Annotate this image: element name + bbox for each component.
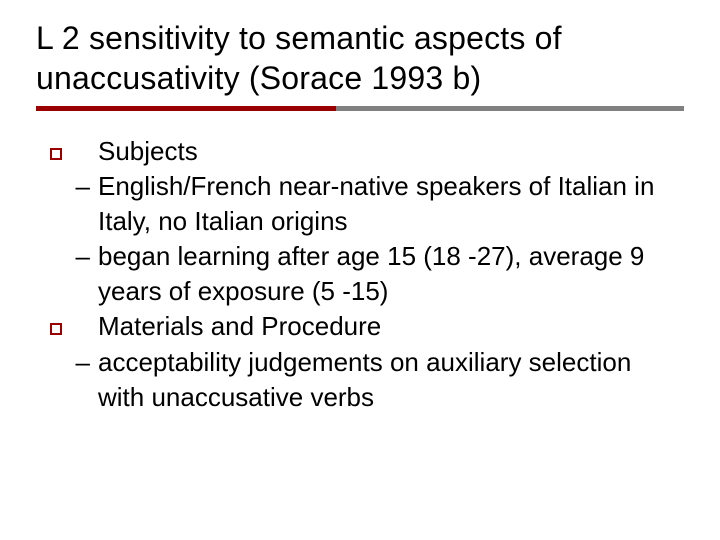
title-underline (36, 106, 684, 112)
list-item: – English/French near-native speakers of… (36, 169, 684, 239)
dash-marker: – (36, 169, 98, 204)
list-item: Materials and Procedure (36, 309, 684, 344)
list-item-text: Subjects (98, 134, 684, 169)
square-icon (50, 323, 62, 335)
list-item: – acceptability judgements on auxiliary … (36, 345, 684, 415)
list-item-text: acceptability judgements on auxiliary se… (98, 345, 684, 415)
list-item-text: Materials and Procedure (98, 309, 684, 344)
slide: L 2 sensitivity to semantic aspects of u… (0, 0, 720, 540)
square-icon (50, 148, 62, 160)
underline-accent (36, 106, 336, 111)
list-item-text: English/French near-native speakers of I… (98, 169, 684, 239)
title-block: L 2 sensitivity to semantic aspects of u… (36, 18, 684, 98)
bullet-marker (36, 309, 98, 344)
body-content: Subjects – English/French near-native sp… (36, 134, 684, 415)
bullet-marker (36, 134, 98, 169)
dash-marker: – (36, 239, 98, 274)
dash-marker: – (36, 345, 98, 380)
list-item-text: began learning after age 15 (18 -27), av… (98, 239, 684, 309)
slide-title: L 2 sensitivity to semantic aspects of u… (36, 18, 684, 98)
list-item: Subjects (36, 134, 684, 169)
list-item: – began learning after age 15 (18 -27), … (36, 239, 684, 309)
